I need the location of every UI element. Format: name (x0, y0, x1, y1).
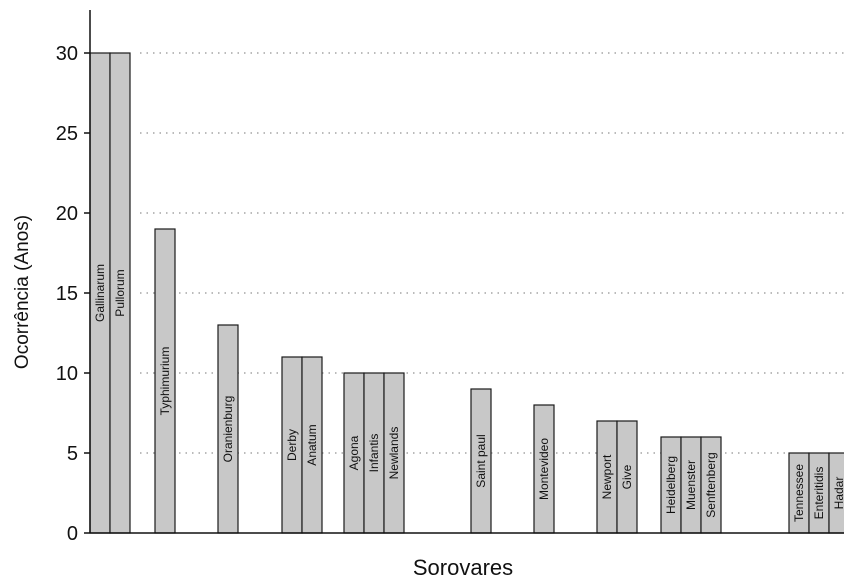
bar-label: Saint paul (474, 434, 488, 487)
bar-label: Gallinarum (93, 264, 107, 322)
bar-label: Infantis (367, 434, 381, 473)
bar-label: Montevideo (537, 438, 551, 500)
bar-label: Typhimurium (158, 347, 172, 416)
y-tick-label: 10 (56, 363, 78, 385)
y-tick-label: 30 (56, 43, 78, 65)
y-tick-label: 5 (67, 443, 78, 465)
bar-label: Anatum (305, 424, 319, 465)
bar-label: Give (620, 464, 634, 489)
bar-label: Newlands (387, 427, 401, 480)
y-tick-label: 20 (56, 203, 78, 225)
bar-label: Muenster (684, 460, 698, 510)
y-axis-title: Ocorrência (Anos) (12, 215, 33, 369)
bar-label: Tennessee (792, 464, 806, 522)
bar-label: Heidelberg (664, 456, 678, 514)
bar-label: Agona (347, 435, 361, 470)
bar-label: Oranienburg (221, 396, 235, 463)
bar-label: Hadar (832, 477, 844, 510)
bar-label: Enteritidis (812, 467, 826, 520)
bar-label: Derby (285, 429, 299, 461)
bar-label: Newport (600, 454, 614, 499)
x-axis-title: Sorovares (413, 555, 513, 580)
y-tick-label: 15 (56, 283, 78, 305)
bar-label: Pullorum (113, 269, 127, 316)
y-tick-label: 0 (67, 523, 78, 545)
y-tick-label: 25 (56, 123, 78, 145)
bar-label: Senftenberg (704, 452, 718, 517)
